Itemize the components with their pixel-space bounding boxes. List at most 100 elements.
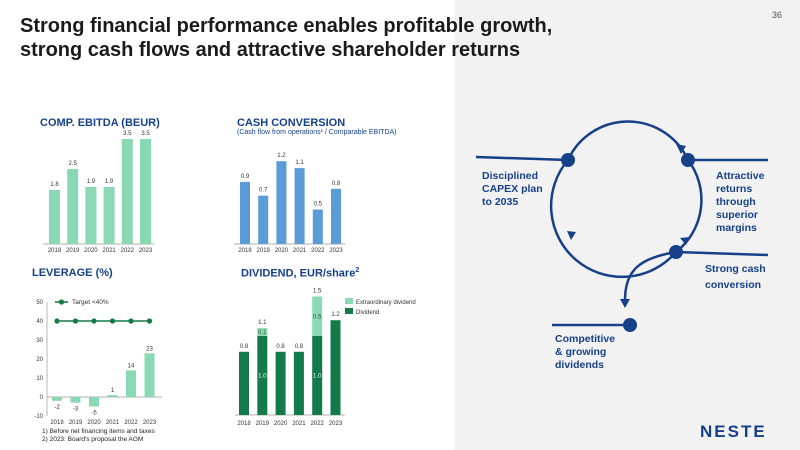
ebitda-data-label: 3.5 <box>141 131 150 137</box>
ebitda-bar <box>121 139 133 244</box>
leverage-data-label: 1 <box>111 388 115 394</box>
label-line: returns <box>716 183 753 195</box>
arrow-top-icon <box>676 144 686 154</box>
title-line-2: strong cash flows and attractive shareho… <box>20 39 521 61</box>
cash-conversion-data-label: 0.5 <box>314 202 323 208</box>
leverage-target-marker <box>109 318 116 324</box>
dividend-tick-label: 2020 <box>274 421 288 427</box>
cash-conversion-tick-label: 2019 <box>257 248 271 254</box>
dividend-chart-title: DIVIDEND, EUR/share2 <box>241 267 359 280</box>
ebitda-tick-label: 2020 <box>84 248 98 254</box>
label-line: conversion <box>705 279 762 291</box>
dividend-bar <box>330 320 341 415</box>
leverage-data-label: -3 <box>73 407 79 413</box>
leverage-tick-label: 2018 <box>50 420 64 426</box>
leverage-tick-label: 2022 <box>124 420 138 426</box>
ebitda-data-label: 1.8 <box>50 182 59 188</box>
cash-conversion-tick-label: 2023 <box>329 248 343 254</box>
leverage-bar <box>107 395 118 397</box>
label-line: Competitive <box>555 333 616 345</box>
dividend-total-label: 1.1 <box>258 320 267 326</box>
label-line: Strong cash <box>705 263 766 275</box>
right-panel <box>455 0 800 450</box>
leverage-tick-label: 2021 <box>106 420 120 426</box>
label-strong-cash: Strong cash conversion <box>705 261 766 293</box>
leverage-target-marker <box>146 318 153 324</box>
cash-conversion-data-label: 1.2 <box>277 153 286 159</box>
leverage-tick-label: 2020 <box>87 420 101 426</box>
dividend-tick-label: 2021 <box>292 421 306 427</box>
dividend-bar <box>257 336 268 415</box>
cash-conversion-data-label: 1.1 <box>295 160 304 166</box>
page-title: Strong financial performance enables pro… <box>20 14 640 62</box>
cash-conversion-data-label: 0.9 <box>241 174 250 180</box>
cash-conversion-data-label: 0.7 <box>259 188 268 194</box>
leverage-data-label: -2 <box>54 405 60 411</box>
dividend-total-label: 0.8 <box>276 344 285 350</box>
arrow-down-icon <box>620 299 630 308</box>
cash-conversion-data-label: 0.8 <box>332 181 341 187</box>
ebitda-chart-title: COMP. EBITDA (BEUR) <box>40 117 160 129</box>
dividend-bar <box>312 336 323 415</box>
dividend-chart-title-footnote: 2 <box>355 267 360 274</box>
dividend-bar <box>293 351 304 415</box>
ebitda-tick-label: 2022 <box>121 248 135 254</box>
ebitda-tick-label: 2021 <box>102 248 116 254</box>
ebitda-data-label: 3.5 <box>123 131 132 137</box>
ebitda-bar <box>67 169 79 244</box>
cash-conversion-bar <box>312 209 323 244</box>
legend-label-extraordinary: Extraordinary dividend <box>356 300 416 306</box>
ebitda-data-label: 1.9 <box>87 179 96 185</box>
ebitda-bar <box>49 190 60 244</box>
leverage-data-label: -5 <box>91 411 97 417</box>
node-left <box>561 153 575 167</box>
leverage-y-tick: 0 <box>40 395 44 401</box>
extraordinary-dividend-bar <box>312 296 323 336</box>
label-line: Attractive <box>716 170 765 182</box>
cash-conversion-bar <box>294 168 305 244</box>
leverage-legend-label: Target <40% <box>72 299 109 306</box>
label-line: superior <box>716 209 759 221</box>
extraordinary-dividend-label: 0.5 <box>313 314 322 320</box>
dividend-chart-title-text: DIVIDEND, EUR/share <box>241 267 356 280</box>
leverage-target-marker <box>72 318 79 324</box>
ebitda-bar <box>85 187 97 244</box>
leverage-y-tick: -10 <box>34 414 43 420</box>
curve-to-dividends <box>623 250 677 301</box>
leverage-bar <box>70 397 81 403</box>
cash-conversion-bar <box>258 195 269 244</box>
leverage-chart-title: LEVERAGE (%) <box>32 267 113 279</box>
leverage-tick-label: 2019 <box>69 420 83 426</box>
cash-conversion-tick-label: 2018 <box>238 248 252 254</box>
leverage-data-label: 14 <box>128 363 135 369</box>
cash-conversion-chart-title: CASH CONVERSION <box>237 117 346 129</box>
label-attractive-returns: Attractive returns through superior marg… <box>716 170 764 235</box>
node-bottom-left <box>623 318 637 332</box>
dividend-tick-label: 2023 <box>329 421 343 427</box>
cash-conversion-bar <box>276 161 287 244</box>
dividend-bar <box>275 351 286 415</box>
ebitda-bar <box>140 139 151 244</box>
extraordinary-dividend-label: 0.1 <box>258 330 267 336</box>
cash-conversion-tick-label: 2020 <box>275 248 289 254</box>
label-line: through <box>716 196 756 208</box>
cycle-arc-left <box>549 159 677 279</box>
line-left <box>475 155 569 162</box>
footnotes: 1) Before net financing items and taxes … <box>42 428 155 444</box>
leverage-target-marker <box>54 318 60 324</box>
label-line: dividends <box>555 359 605 371</box>
label-line: CAPEX plan <box>482 183 543 195</box>
leverage-y-tick: 40 <box>36 319 43 325</box>
label-line: Disciplined <box>482 170 539 182</box>
arrow-left-icon <box>567 231 576 240</box>
leverage-data-label: 23 <box>146 346 153 352</box>
neste-logo: NESTE <box>700 422 767 441</box>
leverage-bar <box>52 397 62 401</box>
leverage-y-tick: 30 <box>36 338 43 344</box>
cash-conversion-bar <box>240 181 250 244</box>
leverage-y-tick: 50 <box>36 300 43 306</box>
page-number: 36 <box>771 10 782 20</box>
cash-conversion-tick-label: 2022 <box>311 248 325 254</box>
